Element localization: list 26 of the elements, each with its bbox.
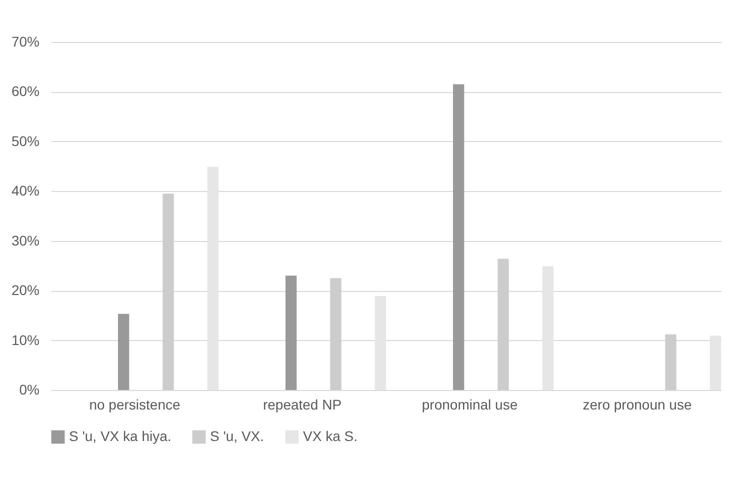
bar <box>498 258 509 390</box>
bar <box>207 166 218 390</box>
legend-label: S 'u, VX. <box>210 428 264 444</box>
bar <box>286 276 297 390</box>
y-tick-label: 50% <box>11 132 40 149</box>
x-tick-label: no persistence <box>89 396 180 412</box>
legend-label: S 'u, VX ka hiya. <box>69 428 172 444</box>
bar <box>162 194 174 390</box>
y-tick-label: 20% <box>11 282 40 298</box>
bar <box>542 266 554 390</box>
bar <box>330 278 342 390</box>
bar <box>665 334 676 390</box>
y-tick-label: 0% <box>19 382 40 398</box>
x-tick-label: zero pronoun use <box>582 396 692 412</box>
y-tick-label: 30% <box>11 232 40 248</box>
y-tick-label: 60% <box>11 83 40 100</box>
bar <box>710 336 721 390</box>
legend-label: VX ka S. <box>303 428 358 444</box>
y-tick-label: 40% <box>11 182 40 199</box>
bar <box>453 84 464 390</box>
x-tick-label: pronominal use <box>422 396 518 412</box>
x-tick-label: repeated NP <box>262 396 342 412</box>
y-tick-label: 10% <box>11 332 40 348</box>
bar <box>118 314 130 390</box>
y-tick-label: 70% <box>11 34 40 50</box>
bar <box>374 296 386 390</box>
